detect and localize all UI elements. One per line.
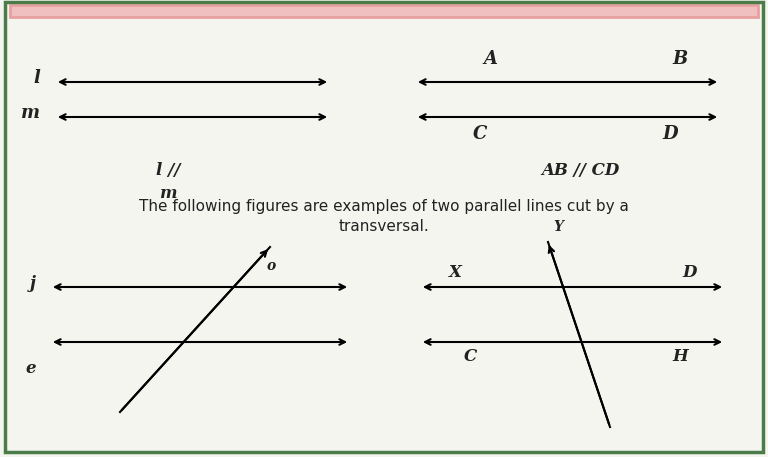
Text: l: l: [33, 69, 40, 87]
Text: B: B: [672, 50, 687, 68]
Text: X: X: [449, 264, 462, 281]
Text: o: o: [267, 259, 276, 273]
Text: AB // CD: AB // CD: [541, 162, 619, 179]
Text: C: C: [473, 125, 487, 143]
Text: e: e: [25, 360, 36, 377]
Text: The following figures are examples of two parallel lines cut by a: The following figures are examples of tw…: [139, 199, 629, 214]
Text: Y: Y: [553, 220, 563, 234]
Text: D: D: [662, 125, 678, 143]
Text: transversal.: transversal.: [339, 219, 429, 234]
Text: D: D: [683, 264, 697, 281]
Text: m: m: [21, 104, 40, 122]
Text: j: j: [30, 275, 36, 292]
Text: l //
m: l // m: [156, 162, 180, 202]
Text: A: A: [483, 50, 497, 68]
Text: C: C: [463, 348, 477, 365]
FancyBboxPatch shape: [10, 5, 758, 17]
Text: H: H: [672, 348, 688, 365]
